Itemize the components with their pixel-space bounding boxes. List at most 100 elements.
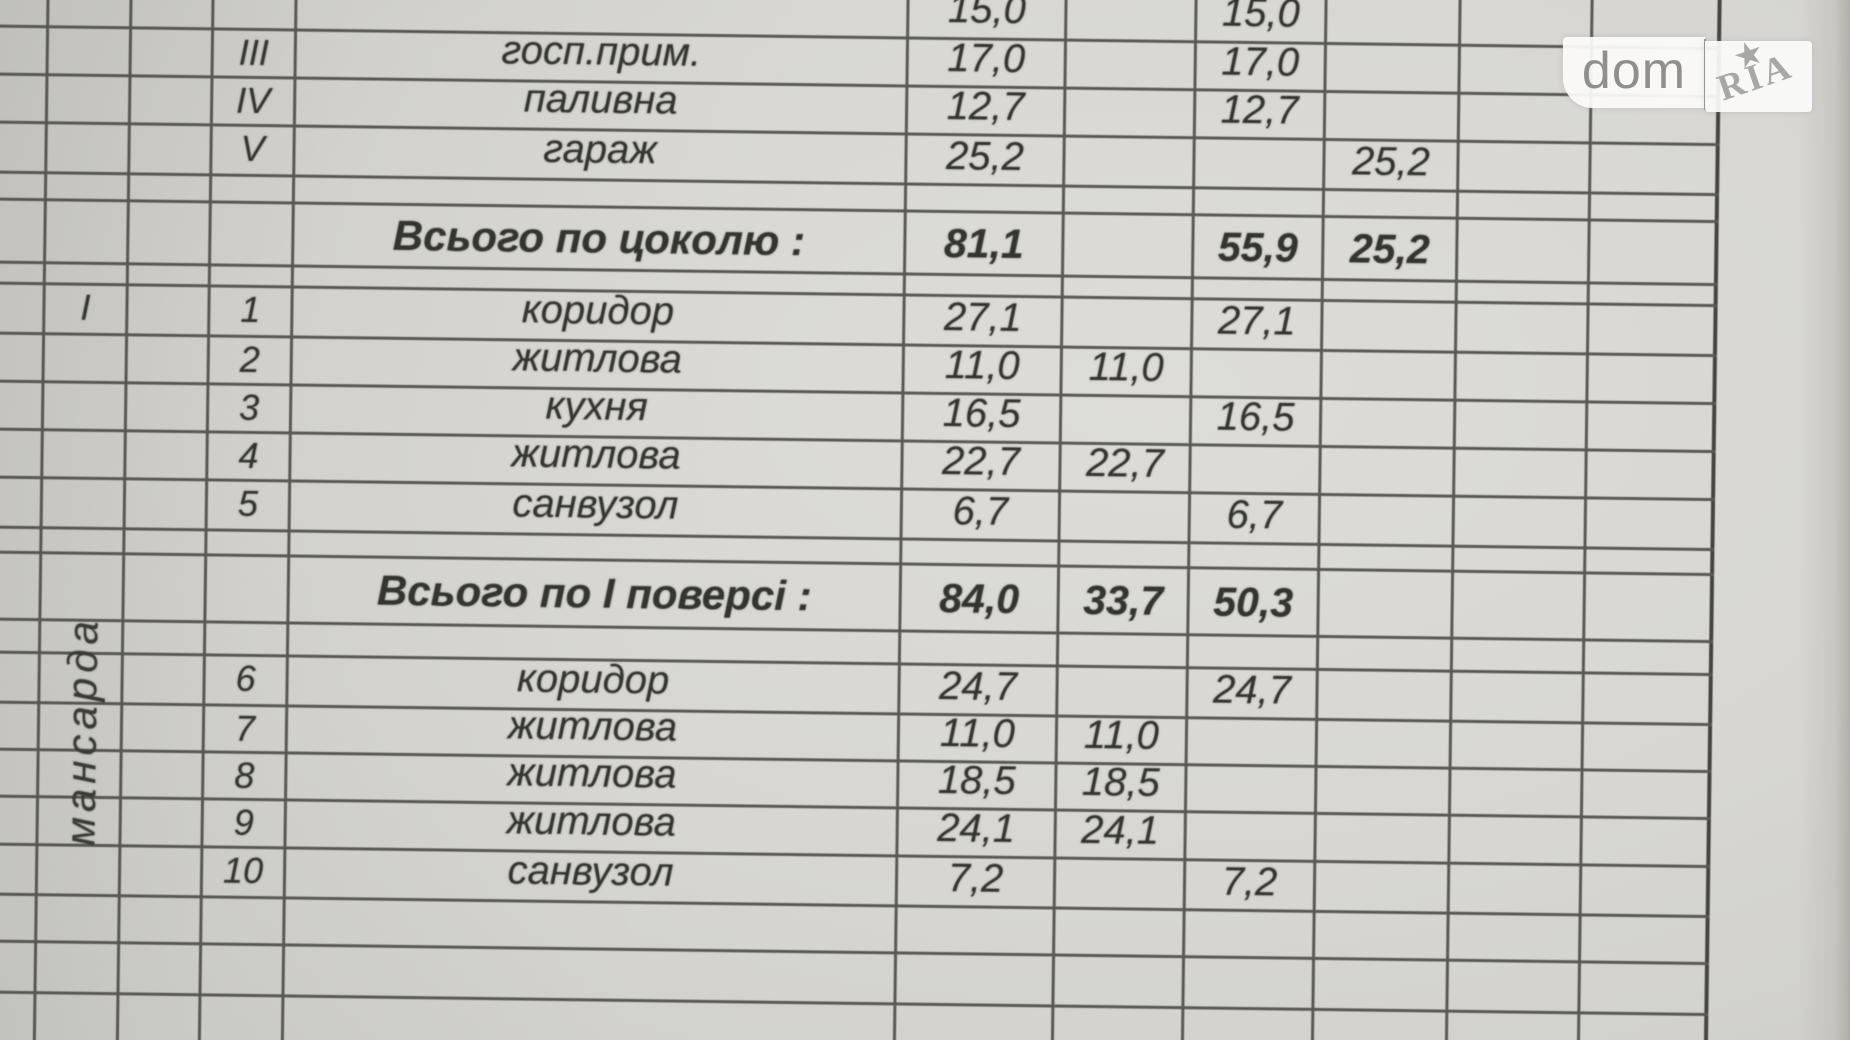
- floor-label-mansard: мансарда: [56, 615, 107, 846]
- cell-left-margin: [0, 620, 42, 652]
- cell-room-name: житлова: [291, 434, 904, 488]
- cell-blank-2: [1591, 144, 1720, 194]
- cell-area-total: 25,2: [907, 135, 1066, 185]
- cell-number: III: [213, 30, 298, 77]
- cell-left-margin: [0, 553, 43, 619]
- cell-left-blank: [120, 897, 203, 943]
- cell-area-living: 11,0: [1062, 348, 1193, 396]
- cell-left-blank: [124, 555, 208, 621]
- cell-area-total: 11,0: [899, 715, 1059, 762]
- cell-area-garage: [1318, 637, 1454, 670]
- cell-area-aux: [1194, 189, 1326, 215]
- cell-area-garage: 25,2: [1323, 217, 1459, 280]
- cell-floor: [43, 383, 128, 430]
- cell-left-blank: [131, 29, 215, 76]
- domria-watermark: dom RIA ★: [1563, 31, 1812, 112]
- cell-number: V: [212, 126, 296, 175]
- cell-area-aux: 6,7: [1190, 494, 1322, 543]
- cell-area-total: 15,0: [909, 0, 1068, 39]
- cell-left-margin: [0, 430, 44, 477]
- cell-left-blank: [130, 125, 213, 174]
- cell-area-living: [1065, 89, 1197, 137]
- cell-blank-2: [1588, 355, 1717, 403]
- cell-floor: [42, 529, 126, 553]
- cell-number: 10: [202, 848, 287, 897]
- cell-blank-1: [1452, 672, 1585, 722]
- cell-area-aux: 15,0: [1197, 0, 1328, 42]
- cell-area-garage: [1321, 447, 1456, 495]
- cell-blank-2: [1581, 866, 1711, 916]
- cell-blank-1: [1455, 449, 1588, 497]
- cell-left-margin: [0, 0, 50, 26]
- cell-left-blank: [129, 175, 213, 201]
- cell-room-name: житлова: [287, 707, 901, 760]
- cell-number: 7: [204, 706, 289, 752]
- cell-area-total: 18,5: [898, 762, 1058, 809]
- cell-blank-1: [1447, 1012, 1581, 1040]
- cell-blank-1: [1451, 722, 1585, 769]
- cell-area-living: [1066, 41, 1198, 89]
- cell-number: [206, 556, 291, 622]
- cell-floor: [37, 896, 121, 942]
- cell-area-total: [900, 632, 1060, 665]
- cell-floor: [47, 76, 132, 123]
- cell-number: [207, 531, 291, 555]
- cell-area-total: [895, 1005, 1055, 1040]
- cell-area-living: 22,7: [1061, 444, 1192, 492]
- cell-area-living: [1054, 956, 1186, 1007]
- watermark-dom-box: dom: [1563, 37, 1705, 108]
- cell-area-aux: [1186, 766, 1318, 812]
- cell-room-name: коридор: [288, 657, 901, 713]
- cell-left-margin: [0, 750, 40, 796]
- cell-blank-2: [1586, 549, 1715, 574]
- cell-area-garage: [1315, 912, 1450, 959]
- cell-area-garage: [1316, 767, 1452, 814]
- cell-left-blank: [125, 530, 208, 554]
- cell-area-total: 22,7: [903, 442, 1062, 490]
- cell-blank-2: [1580, 963, 1709, 1014]
- cell-blank-2: [1585, 574, 1715, 641]
- cell-number: [210, 266, 294, 286]
- cell-number: [205, 623, 290, 655]
- cell-area-living: 24,1: [1056, 811, 1187, 859]
- cell-area-garage: [1323, 280, 1458, 301]
- cell-blank-1: [1457, 303, 1590, 353]
- cell-left-margin: [0, 653, 41, 702]
- cell-number: 5: [207, 481, 292, 530]
- cell-area-garage: [1316, 814, 1451, 862]
- cell-area-living: [1064, 187, 1196, 214]
- cell-room-name: житлова: [287, 754, 900, 807]
- cell-left-margin: [0, 942, 38, 992]
- cell-number: IV: [212, 78, 297, 125]
- area-table: 15,0 15,0 III госп.прим. 17,0 17,0 IV паливна 12…: [0, 0, 1722, 1040]
- cell-area-living: [1063, 277, 1194, 298]
- cell-area-garage: [1315, 862, 1451, 912]
- cell-area-living: [1063, 298, 1194, 348]
- cell-left-blank: [125, 480, 209, 529]
- cell-left-margin: [0, 845, 39, 894]
- cell-number: 3: [208, 385, 293, 432]
- cell-floor: [46, 201, 130, 263]
- cell-blank-1: [1452, 639, 1586, 672]
- cell-area-garage: [1321, 399, 1457, 447]
- cell-room-name: житлова: [292, 338, 906, 392]
- cell-area-living: [1061, 396, 1193, 444]
- cell-blank-2: [1582, 818, 1711, 866]
- cell-number: 4: [208, 433, 292, 480]
- cell-room-name: [297, 0, 910, 37]
- cell-blank-2: [1583, 724, 1713, 771]
- cell-area-garage: [1314, 959, 1450, 1010]
- cell-area-garage: [1317, 720, 1453, 767]
- cell-area-total: [906, 185, 1066, 212]
- cell-area-garage: 25,2: [1325, 140, 1460, 190]
- cell-left-blank: [128, 286, 211, 335]
- cell-left-margin: [0, 263, 47, 283]
- cell-area-total: 27,1: [905, 296, 1064, 346]
- cell-area-aux: 27,1: [1193, 300, 1324, 349]
- cell-room-name: паливна: [295, 79, 909, 133]
- cell-floor: [44, 335, 129, 382]
- cell-left-blank: [121, 799, 205, 846]
- cell-room-name: кухня: [291, 386, 905, 440]
- cell-left-margin: [0, 173, 48, 199]
